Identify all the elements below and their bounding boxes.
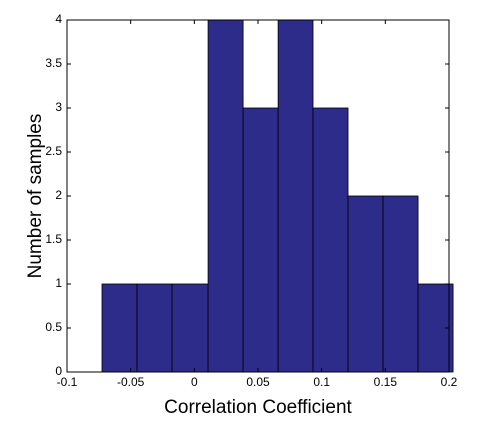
y-tick-label: 0.5 — [45, 320, 62, 334]
bar — [101, 283, 138, 373]
y-axis-label: Number of samples — [25, 114, 46, 279]
y-tick-label: 3.5 — [45, 56, 62, 70]
y-tick-label: 4 — [55, 12, 62, 26]
x-tick-label: -0.1 — [57, 375, 78, 389]
bar — [277, 19, 314, 373]
bar — [347, 195, 384, 373]
x-tick-label: 0.1 — [313, 375, 330, 389]
x-tick-label: 0.2 — [441, 375, 458, 389]
x-tick-label: 0.05 — [246, 375, 270, 389]
bar — [171, 283, 209, 373]
y-tick-label: 2.5 — [45, 144, 62, 158]
y-tick-label: 1 — [55, 276, 62, 290]
y-tick-label: 3 — [55, 100, 62, 114]
x-tick-label: 0 — [191, 375, 198, 389]
x-tick-label: 0.15 — [374, 375, 398, 389]
x-tick-label: -0.05 — [117, 375, 145, 389]
y-tick-label: 1.5 — [45, 232, 62, 246]
bar — [242, 107, 279, 373]
y-tick-label: 0 — [55, 364, 62, 378]
x-axis-label: Correlation Coefficient — [164, 397, 352, 418]
bar — [312, 107, 349, 373]
y-tick-label: 2 — [55, 188, 62, 202]
bar — [207, 19, 244, 373]
bar — [382, 195, 419, 373]
bar — [136, 283, 173, 373]
